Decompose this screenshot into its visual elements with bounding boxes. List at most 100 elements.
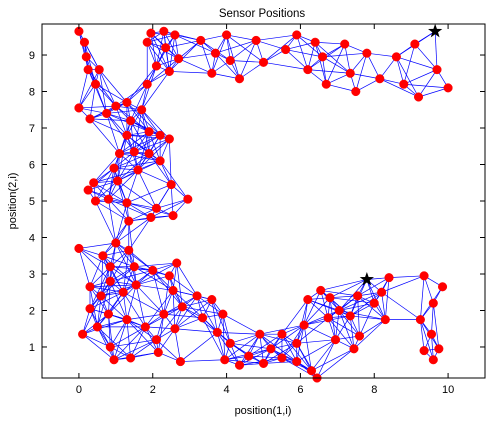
network-link <box>322 56 351 74</box>
network-link <box>113 326 146 360</box>
network-link <box>100 255 104 296</box>
sensor-point <box>281 44 291 55</box>
network-link <box>137 138 170 171</box>
sensor-point <box>334 305 344 316</box>
sensor-point <box>234 74 245 84</box>
network-link <box>84 42 100 70</box>
sensor-point <box>330 335 341 345</box>
sensor-point <box>258 57 269 67</box>
network-link <box>263 343 297 364</box>
x-tick-label: 10 <box>442 384 454 396</box>
network-link <box>226 34 257 41</box>
network-link <box>156 306 183 340</box>
network-link <box>115 242 137 286</box>
network-link <box>230 342 271 350</box>
anchor-star <box>428 23 443 38</box>
network-link <box>296 317 329 344</box>
sensor-point <box>105 262 115 272</box>
network-link <box>357 295 386 320</box>
network-link <box>141 71 170 110</box>
network-link <box>403 43 416 85</box>
sensor-point <box>98 251 108 261</box>
sensor-point <box>159 26 169 36</box>
network-link <box>93 153 120 183</box>
x-tick-label: 8 <box>371 384 377 396</box>
network-link <box>307 69 351 74</box>
network-link <box>78 69 100 109</box>
network-link <box>82 295 102 335</box>
network-link <box>239 62 264 80</box>
network-link <box>117 153 150 182</box>
y-tick-label: 4 <box>29 232 35 244</box>
network-link <box>322 52 367 58</box>
sensor-point <box>172 258 182 268</box>
sensor-point <box>151 335 161 345</box>
network-link <box>226 34 240 79</box>
network-link <box>355 53 368 92</box>
sensor-point <box>140 322 150 332</box>
network-link <box>156 184 172 209</box>
sensor-point <box>277 353 287 363</box>
network-link <box>169 71 212 74</box>
network-link <box>307 42 316 70</box>
network-link <box>95 84 107 114</box>
network-link <box>110 339 157 348</box>
network-link <box>388 275 425 278</box>
network-links <box>78 30 449 379</box>
sensor-point <box>85 114 95 124</box>
x-tick-label: 2 <box>150 384 156 396</box>
network-link <box>110 266 135 282</box>
network-link <box>82 333 115 361</box>
sensor-point <box>114 149 125 159</box>
sensor-point <box>103 194 113 204</box>
network-link <box>89 266 111 288</box>
network-link <box>344 44 351 74</box>
sensor-point <box>234 360 245 370</box>
network-link <box>113 153 150 169</box>
network-link <box>423 275 434 304</box>
network-link <box>78 242 116 249</box>
network-link <box>256 34 297 41</box>
network-link <box>110 270 153 282</box>
chart-title: Sensor Positions <box>219 8 306 20</box>
network-link <box>178 52 216 60</box>
network-link <box>196 295 218 333</box>
network-link <box>108 281 111 315</box>
network-link <box>359 319 386 337</box>
sensor-point <box>196 35 206 45</box>
network-link <box>338 310 355 349</box>
sensor-point <box>148 265 158 275</box>
network-link <box>403 69 438 85</box>
sensor-point <box>146 212 156 222</box>
network-link <box>327 317 355 350</box>
network-link <box>176 262 183 307</box>
network-link <box>78 84 96 109</box>
sensor-point <box>362 48 372 58</box>
network-link <box>248 355 282 359</box>
network-link <box>126 313 164 320</box>
network-link <box>95 200 117 244</box>
network-link <box>106 109 142 114</box>
x-tick-label: 6 <box>297 384 303 396</box>
network-link <box>130 84 148 121</box>
network-link <box>396 56 419 98</box>
network-link <box>98 69 117 107</box>
network-link <box>93 169 139 184</box>
network-link <box>180 332 218 362</box>
network-link <box>95 200 129 222</box>
network-link <box>178 58 212 74</box>
network-link <box>115 105 128 136</box>
network-link <box>259 334 264 364</box>
sensor-point <box>83 185 93 195</box>
network-link <box>106 113 120 154</box>
sensor-point <box>109 355 119 365</box>
network-link <box>141 109 170 140</box>
network-link <box>113 339 157 361</box>
network-link <box>89 84 96 119</box>
network-link <box>196 295 224 315</box>
network-link <box>239 334 261 366</box>
sensor-point <box>164 271 174 281</box>
sensor-point <box>207 68 217 78</box>
sensor-point <box>428 355 438 365</box>
